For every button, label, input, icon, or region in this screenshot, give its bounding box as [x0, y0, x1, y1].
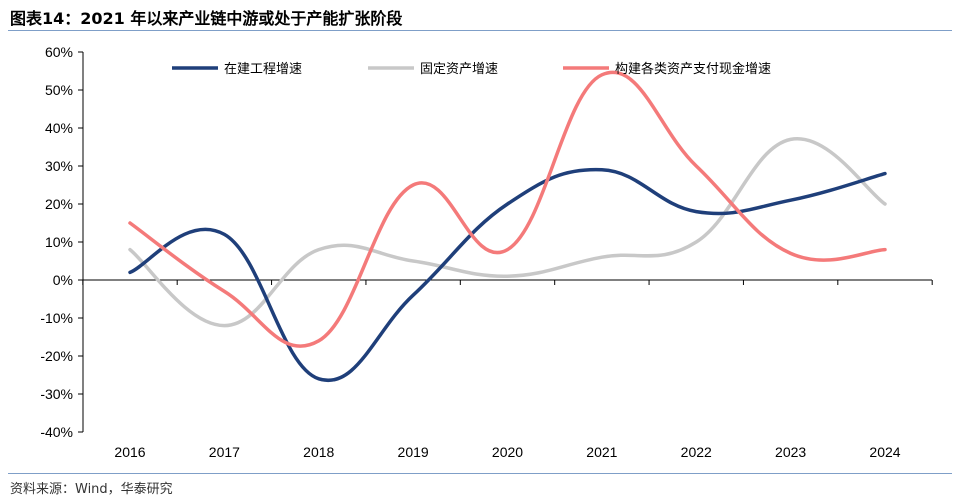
y-tick-label: -40% — [40, 424, 73, 440]
source-note: 资料来源：Wind，华泰研究 — [10, 482, 173, 497]
y-tick-label: -20% — [40, 348, 73, 364]
x-tick-label: 2022 — [681, 444, 712, 460]
x-axis: 2016 2017 2018 2019 2020 2021 2022 2023 2024 — [82, 279, 933, 460]
y-tick-label: -30% — [40, 386, 73, 402]
legend-label-3: 构建各类资产支付现金增速 — [615, 61, 771, 77]
x-tick-label: 2019 — [398, 444, 429, 460]
line-chart: -40% -30% -20% -10% 0% 10% 20% 30% 40% 50% 60% 201… — [40, 44, 933, 460]
y-tick-label: -10% — [40, 310, 73, 326]
y-tick-label: 0% — [53, 272, 73, 288]
x-tick-label: 2020 — [492, 444, 523, 460]
legend-label-1: 在建工程增速 — [224, 62, 302, 77]
y-tick-label: 10% — [45, 234, 73, 250]
x-tick-label: 2024 — [869, 444, 900, 460]
chart-title: 图表14：2021 年以来产业链中游或处于产能扩张阶段 — [10, 9, 403, 28]
series-line-3 — [128, 70, 887, 348]
series-lines — [128, 70, 887, 383]
legend: 在建工程增速 固定资产增速 构建各类资产支付现金增速 — [172, 61, 771, 77]
y-tick-label: 20% — [45, 196, 73, 212]
x-tick-label: 2023 — [775, 444, 806, 460]
x-tick-label: 2018 — [303, 444, 334, 460]
x-tick-label: 2017 — [209, 444, 240, 460]
y-tick-label: 30% — [45, 158, 73, 174]
series-line-2 — [128, 137, 887, 328]
x-tick-label: 2021 — [586, 444, 617, 460]
x-tick-label: 2016 — [114, 444, 145, 460]
footer-rule — [8, 473, 952, 474]
y-tick-label: 60% — [45, 44, 73, 60]
legend-label-2: 固定资产增速 — [420, 62, 498, 77]
y-tick-label: 50% — [45, 82, 73, 98]
title-rule — [8, 30, 952, 31]
y-tick-label: 40% — [45, 120, 73, 136]
y-axis: -40% -30% -20% -10% 0% 10% 20% 30% 40% 50% 60% — [40, 44, 84, 440]
series-line-1 — [128, 167, 887, 383]
